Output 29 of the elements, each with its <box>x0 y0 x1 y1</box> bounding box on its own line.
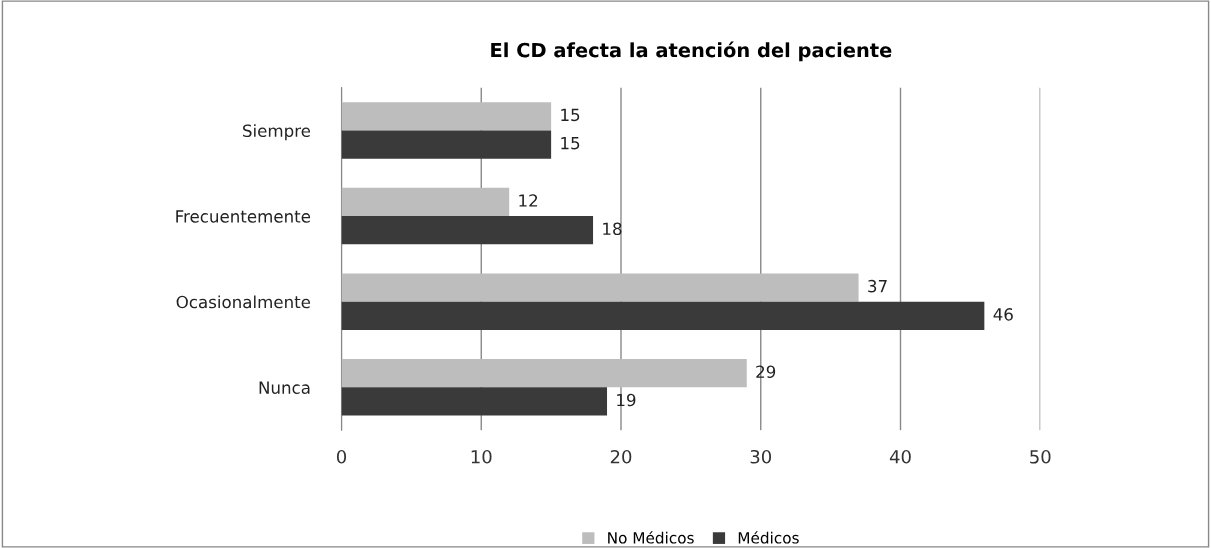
legend-label: Médicos <box>738 531 799 544</box>
x-tick-label: 20 <box>610 449 632 464</box>
data-label: 19 <box>617 393 636 407</box>
bar <box>341 216 594 245</box>
x-tick-label: 50 <box>1030 449 1051 464</box>
data-label: 15 <box>561 137 580 150</box>
bar <box>341 359 747 388</box>
data-label: 18 <box>603 222 622 236</box>
data-label: 12 <box>519 194 538 207</box>
bar <box>341 301 985 330</box>
data-label: 15 <box>561 108 580 122</box>
bar <box>341 102 552 131</box>
y-tick-label: Frecuentemente <box>176 210 311 223</box>
bar <box>341 273 859 302</box>
chart-title: El CD afecta la atención del paciente <box>491 41 892 62</box>
bar <box>341 187 510 217</box>
x-tick-label: 10 <box>471 449 492 464</box>
x-tick-label: 40 <box>889 449 911 464</box>
y-tick-label: Siempre <box>243 124 311 141</box>
data-label: 46 <box>993 308 1013 321</box>
x-tick-label: 0 <box>336 449 347 464</box>
y-tick-label: Ocasionalmente <box>176 295 311 309</box>
legend-label: No Médicos <box>608 531 694 544</box>
y-tick-label: Nunca <box>259 381 310 394</box>
data-label: 29 <box>756 365 776 379</box>
bar <box>341 130 552 159</box>
data-label: 37 <box>868 279 887 293</box>
bar <box>341 387 608 416</box>
x-tick-label: 30 <box>750 449 772 464</box>
